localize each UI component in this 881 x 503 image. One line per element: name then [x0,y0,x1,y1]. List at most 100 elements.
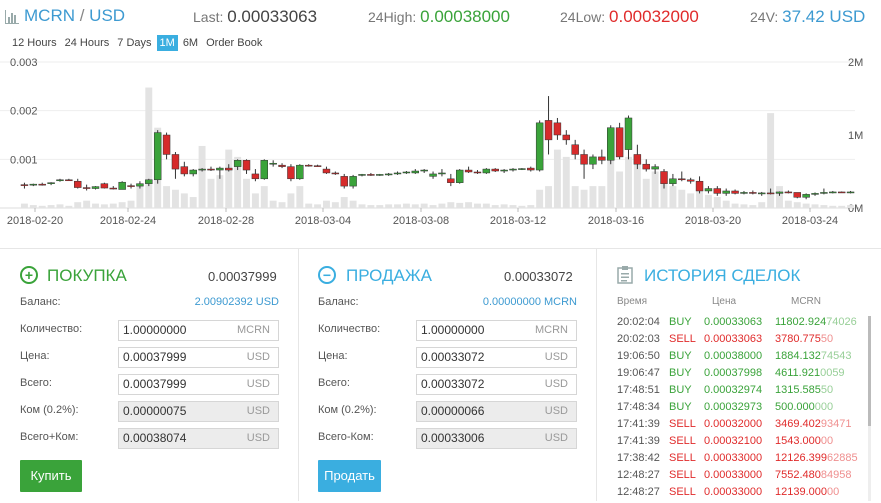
sell-total-input[interactable]: 0.00033072 USD [416,374,577,395]
high-price: 24High: 0.00038000 [368,7,510,27]
price-chart[interactable]: 0.003 0.002 0.001 2M 1M 0M 2018-02-20 2018-02-2… [0,52,881,240]
volume-bar [225,149,233,208]
panels-divider [0,248,881,249]
trade-time: 17:48:34 [617,401,660,413]
sell-qty-input[interactable]: 1.00000000 MCRN [416,320,577,341]
buy-total-input[interactable]: 0.00037999 USD [118,374,279,395]
volume-bar [447,202,455,208]
volume-bar [331,202,339,208]
trade-price: 0.00033000 [704,452,763,464]
sell-price-value: 0.00033072 [421,350,485,364]
sell-fee-unit: USD [544,405,568,417]
buy-grand-label: Всего+Ком: [20,431,79,443]
trade-side: BUY [669,316,692,328]
tab-1m[interactable]: 1M [156,35,178,51]
volume-bar [385,204,393,208]
col-price: Цена [712,296,737,307]
trade-amount-tail: 00 [827,486,840,498]
volume-bar [376,205,384,208]
candle-body [313,165,322,167]
candle-body [624,117,633,150]
candle-body [793,192,801,198]
col-amount: MCRN [791,296,821,307]
candle-body [74,180,82,188]
high-label: 24High: [368,9,421,25]
candle-body [455,169,464,183]
candle-body [180,166,189,175]
low-label: 24Low: [560,9,610,25]
candle-body [598,156,606,161]
tab-order-book[interactable]: Order Book [206,37,263,49]
table-row[interactable]: 17:41:39 SELL 0.00032100 1543.00000 [617,435,867,452]
sell-button[interactable]: Продать [318,460,381,492]
sell-price-input[interactable]: 0.00033072 USD [416,347,577,368]
tab-6m[interactable]: 6M [182,37,199,49]
buy-best-price: 0.00037999 [208,269,277,284]
x-tick-label: 2018-03-16 [588,215,644,227]
trade-time: 17:38:42 [617,452,660,464]
table-row[interactable]: 19:06:50 BUY 0.00038000 1884.13274543 [617,350,867,367]
plus-icon: + [20,266,38,284]
volume-bar [660,175,668,208]
candle-body [127,185,135,187]
x-tick-label: 2018-03-04 [295,215,351,227]
table-row[interactable]: 12:48:27 SELL 0.00033000 12139.00000 [617,486,867,503]
volume-bar [207,178,215,208]
y2-tick-label: 1M [848,130,863,142]
candle-body [304,164,313,167]
candle-body [358,174,366,176]
candle-body [607,127,615,161]
volume-bar [625,156,632,208]
market-pair[interactable]: MCRN / USD [24,6,125,26]
buy-price-label: Цена: [20,350,50,362]
volume-bar [776,186,783,208]
tab-12-hours[interactable]: 12 Hours [12,37,57,49]
candle-body [47,182,55,184]
table-row[interactable]: 17:38:42 SELL 0.00033000 12126.39962885 [617,452,867,469]
history-icon [617,266,633,284]
y-tick-label: 0.003 [10,57,38,69]
table-row[interactable]: 17:48:51 BUY 0.00032974 1315.58550 [617,384,867,401]
buy-balance-value[interactable]: 2.00902392 USD [194,296,279,308]
sell-balance-value[interactable]: 0.00000000 MCRN [482,296,577,308]
buy-grand-value: 0.00038074 [123,431,187,445]
table-row[interactable]: 17:48:34 BUY 0.00032973 500.000000 [617,401,867,418]
table-row[interactable]: 12:48:27 SELL 0.00033000 7552.48084958 [617,469,867,486]
trade-amount-tail: 84958 [820,469,852,481]
trade-amount-main: 1315.585 [775,384,821,396]
history-scrollbar[interactable] [868,316,871,426]
buy-button[interactable]: Купить [20,460,82,492]
volume-bar [616,171,624,208]
trade-amount-tail: 0059 [820,367,845,379]
buy-price-input[interactable]: 0.00037999 USD [118,347,279,368]
volume-bar [678,189,686,208]
pair-base: MCRN [24,6,75,25]
tab-7-days[interactable]: 7 Days [117,37,152,49]
volume-bar [669,186,677,208]
volume-bar [527,205,535,208]
tab-24-hours[interactable]: 24 Hours [64,37,110,49]
table-row[interactable]: 20:02:04 BUY 0.00033063 11802.92474026 [617,316,867,333]
buy-qty-input[interactable]: 1.00000000 MCRN [118,320,279,341]
candle-body [198,168,206,171]
table-row[interactable]: 17:41:39 SELL 0.00032000 3469.40293471 [617,418,867,435]
trade-side: SELL [669,452,696,464]
table-row[interactable]: 20:02:03 SELL 0.00033063 3780.77550 [617,333,867,350]
volume-bar [136,186,144,208]
table-row[interactable]: 19:06:47 BUY 0.00037998 4611.9210059 [617,367,867,384]
candle-body [153,132,162,181]
trade-time: 17:41:39 [617,418,660,430]
candle-body [811,193,819,195]
candle-body [384,173,393,176]
trade-side: BUY [669,401,692,413]
candle-body [367,174,375,176]
buy-total-unit: USD [246,378,270,390]
volume-bar [163,186,171,208]
candle-body [260,160,268,180]
volume-bar [474,203,481,208]
trade-amount: 4611.9210059 [775,367,845,379]
candle-body [553,122,562,136]
volume-bar [696,186,704,208]
sell-best-price: 0.00033072 [504,269,573,284]
trade-time: 12:48:27 [617,469,660,481]
